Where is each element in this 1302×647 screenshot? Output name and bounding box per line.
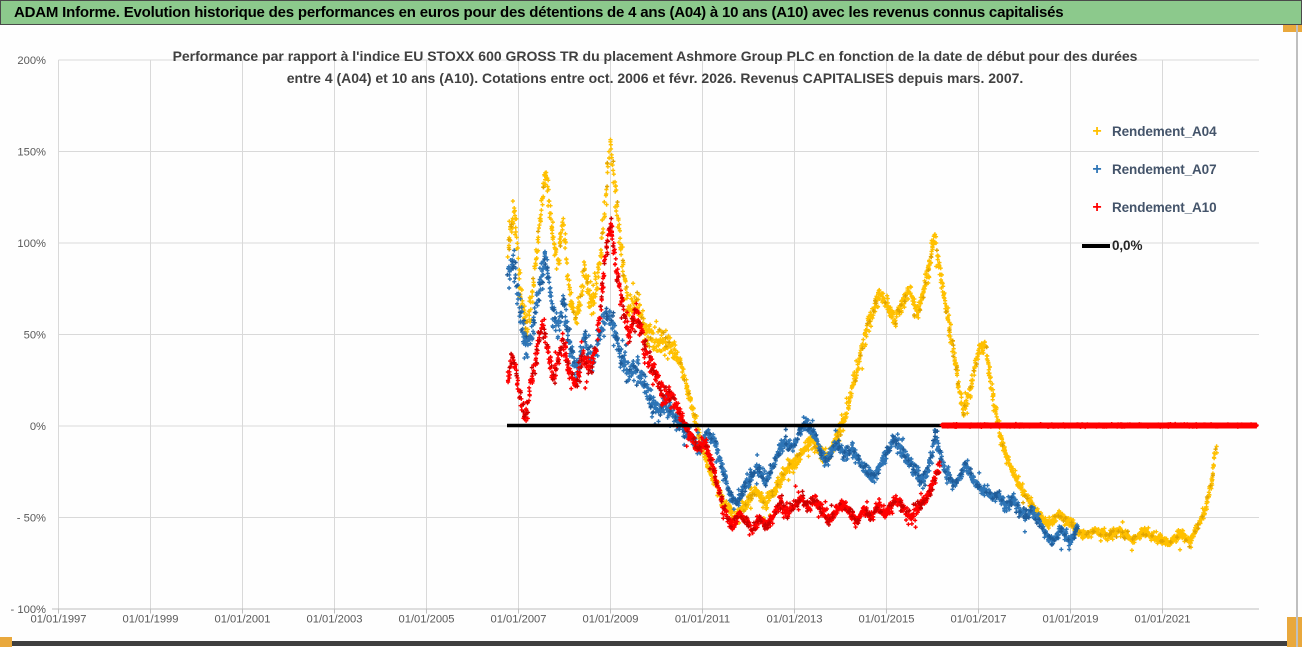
chart-title-line1: Performance par rapport à l'indice EU ST…	[172, 48, 1138, 64]
y-axis-label: - 50%	[17, 513, 46, 525]
y-axis-label: 0%	[30, 421, 46, 433]
x-axis-label: 01/01/2001	[215, 614, 271, 626]
zero-line-sample-icon	[1082, 243, 1110, 248]
plus-marker-icon: +	[1092, 198, 1102, 216]
legend-label: Rendement_A10	[1112, 200, 1217, 215]
x-axis-label: 01/01/2013	[767, 614, 823, 626]
plus-marker-icon: +	[1092, 160, 1102, 178]
x-axis-label: 01/01/2017	[951, 614, 1007, 626]
gold-corner-bottom-left	[0, 637, 12, 647]
x-axis-label: 01/01/1997	[31, 614, 87, 626]
legend-label: 0,0%	[1112, 238, 1143, 253]
x-axis-label: 01/01/2021	[1135, 614, 1191, 626]
x-axis-labels: 01/01/1997 01/01/1999 01/01/2001 01/01/2003…	[31, 614, 1191, 626]
legend-item-rendement-a10: + Rendement_A10	[1082, 195, 1217, 220]
legend-label: Rendement_A07	[1112, 162, 1217, 177]
x-axis-label: 01/01/1999	[123, 614, 179, 626]
bottom-border-bar	[12, 641, 1287, 646]
chart-title: Performance par rapport à l'indice EU ST…	[75, 46, 1235, 89]
y-axis-label: 50%	[24, 330, 46, 342]
x-axis-label: 01/01/2007	[491, 614, 547, 626]
x-axis-line	[52, 608, 1260, 614]
legend-label: Rendement_A04	[1112, 124, 1217, 139]
y-axis-labels: 200% 150% 100% 50% 0% - 50% - 100%	[11, 55, 47, 616]
legend-item-0-0-: 0,0%	[1082, 233, 1217, 258]
plus-marker-icon: +	[1092, 122, 1102, 140]
x-axis-label: 01/01/2015	[859, 614, 915, 626]
y-axis-label: 150%	[17, 147, 46, 159]
banner-title: ADAM Informe. Evolution historique des p…	[0, 0, 1302, 25]
x-axis-label: 01/01/2011	[675, 614, 730, 626]
y-axis-label: 200%	[17, 55, 46, 67]
right-border-line	[1296, 25, 1298, 647]
x-axis-label: 01/01/2019	[1043, 614, 1099, 626]
chart-title-line2: entre 4 (A04) et 10 ans (A10). Cotations…	[286, 69, 1024, 86]
scatter-series-rendement-a10	[505, 221, 942, 537]
legend: + Rendement_A04 + Rendement_A07 + Rendement_A…	[1082, 119, 1217, 271]
legend-item-rendement-a04: + Rendement_A04	[1082, 119, 1217, 144]
x-axis-label: 01/01/2009	[583, 614, 639, 626]
x-axis-label: 01/01/2005	[399, 614, 455, 626]
a10-flat-zero-markers	[939, 421, 1259, 430]
y-axis-label: - 100%	[11, 604, 46, 616]
legend-item-rendement-a07: + Rendement_A07	[1082, 157, 1217, 182]
scatter-series-rendement-a10-shade	[507, 216, 942, 532]
x-axis-label: 01/01/2003	[307, 614, 363, 626]
gold-corner-top-right	[1283, 25, 1302, 32]
gold-corner-bottom-right	[1287, 617, 1302, 647]
y-axis-label: 100%	[17, 238, 46, 250]
scatter-series-rendement-a07-shade	[505, 257, 1080, 547]
